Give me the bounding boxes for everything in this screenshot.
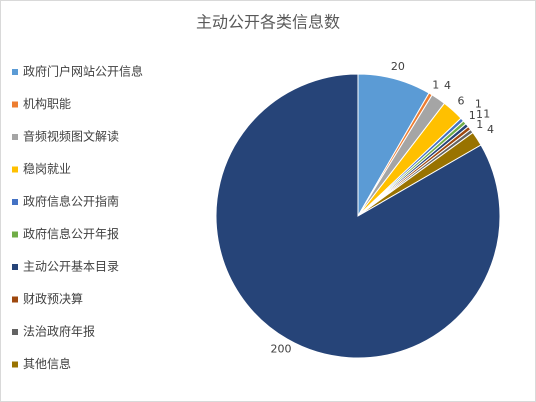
chart-title: 主动公开各类信息数: [196, 13, 340, 32]
legend-label: 政府信息公开年报: [23, 226, 119, 241]
legend-label: 机构职能: [23, 96, 71, 111]
legend-swatch: [12, 361, 18, 368]
legend-swatch: [12, 231, 18, 238]
data-label: 1: [432, 78, 439, 91]
data-label: 1: [476, 118, 483, 131]
legend-swatch: [12, 101, 18, 108]
data-label: 20: [391, 60, 405, 73]
legend-label: 主动公开基本目录: [23, 260, 119, 274]
legend-label: 法治政府年报: [23, 324, 95, 339]
legend-swatch: [12, 329, 18, 335]
legend-label: 其他信息: [23, 356, 71, 371]
legend-swatch: [12, 134, 18, 140]
data-label: 1: [475, 98, 482, 111]
data-label: 1: [469, 109, 476, 122]
legend-swatch: [12, 199, 18, 205]
legend-label: 稳岗就业: [23, 161, 71, 176]
pie-slice: [215, 73, 501, 359]
data-label: 1: [483, 107, 490, 120]
data-label: 4: [444, 79, 451, 92]
legend-swatch: [12, 69, 18, 75]
legend-label: 政府信息公开指南: [23, 194, 119, 209]
legend-swatch: [12, 296, 18, 303]
data-label: 200: [271, 342, 292, 355]
legend-label: 财政预决算: [23, 291, 83, 306]
data-label: 1: [476, 108, 483, 121]
legend-label: 政府门户网站公开信息: [23, 64, 143, 79]
legend-swatch: [12, 264, 18, 270]
legend-label: 音频视频图文解读: [23, 129, 119, 144]
legend-swatch: [12, 166, 18, 173]
data-label: 6: [458, 95, 465, 108]
data-label: 4: [487, 123, 494, 136]
